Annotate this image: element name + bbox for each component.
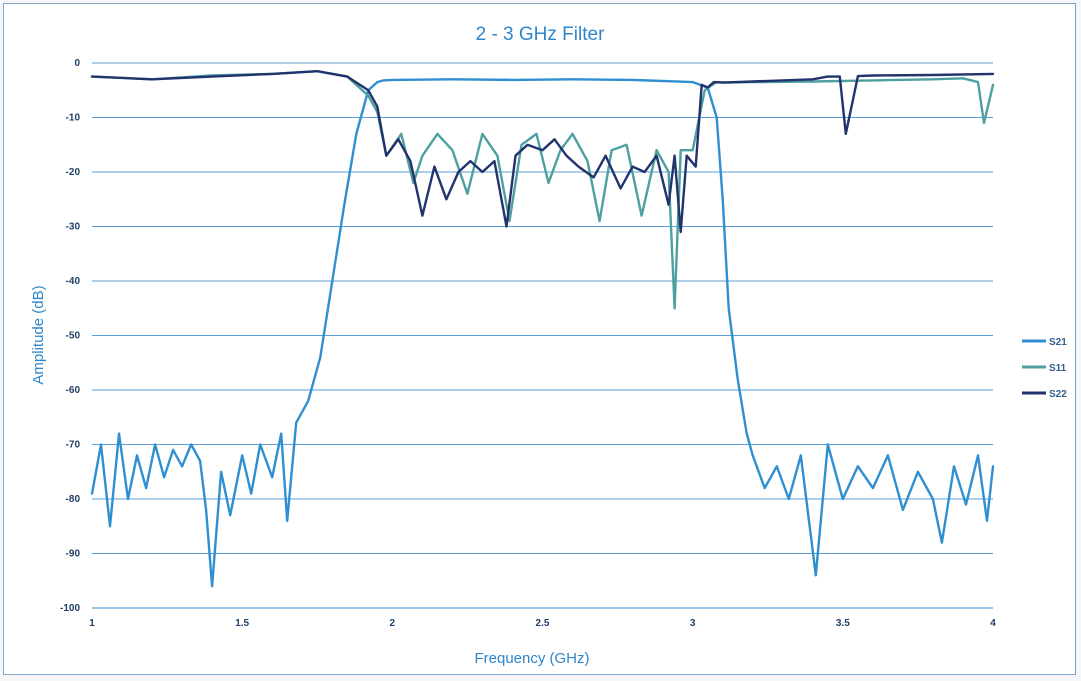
y-tick-label: -70 (66, 440, 81, 451)
chart-title: 2 - 3 GHz Filter (476, 24, 605, 45)
x-tick-label: 2 (390, 618, 396, 629)
y-tick-label: -60 (66, 385, 81, 396)
x-tick-label: 1 (89, 618, 95, 629)
y-axis-title: Amplitude (dB) (30, 285, 47, 384)
y-tick-label: -30 (66, 222, 81, 233)
series-line-s21 (90, 78, 995, 588)
y-tick-label: -100 (60, 603, 80, 614)
series-line-s11 (90, 70, 995, 310)
y-tick-label: -80 (66, 494, 81, 505)
x-tick-label: 1.5 (235, 618, 249, 629)
x-tick-label: 3.5 (836, 618, 850, 629)
y-tick-label: -10 (66, 113, 81, 124)
x-tick-label: 2.5 (536, 618, 550, 629)
y-tick-label: -20 (66, 167, 81, 178)
legend-label-s11: S11 (1049, 363, 1067, 374)
legend-label-s22: S22 (1049, 389, 1067, 400)
legend-label-s21: S21 (1049, 337, 1067, 348)
legend: S21 S11 S22 (1022, 337, 1067, 400)
y-tick-label: -40 (66, 276, 81, 287)
tick-labels: 0 -10 -20 -30 -40 -50 -60 -70 -80 -90 -100 1 1.5 2 2.5… (60, 58, 996, 629)
y-tick-label: 0 (74, 58, 80, 69)
series-line-s22 (90, 70, 995, 234)
gridlines (92, 62, 993, 609)
x-tick-label: 4 (990, 618, 996, 629)
x-axis-title: Frequency (GHz) (474, 650, 589, 667)
y-tick-label: -50 (66, 331, 81, 342)
series-lines (90, 70, 995, 588)
y-tick-label: -90 (66, 549, 81, 560)
chart-frame (3, 3, 1076, 675)
x-tick-label: 3 (690, 618, 696, 629)
